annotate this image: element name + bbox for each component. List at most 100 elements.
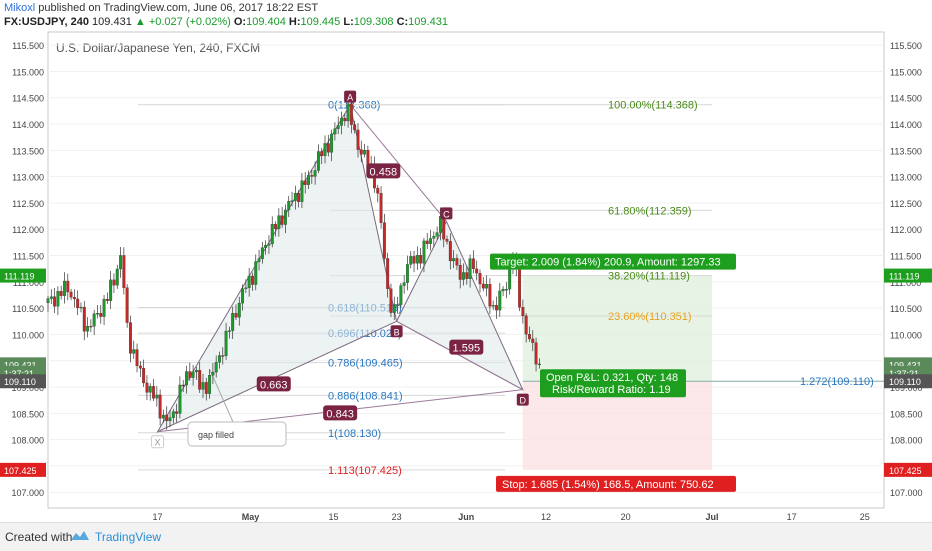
candle-body <box>119 255 122 270</box>
price-tag-right: 109.431 <box>889 360 922 370</box>
candle-body <box>534 342 538 365</box>
candle-body <box>415 255 419 264</box>
y-tick-label-right: 107.000 <box>890 488 923 498</box>
x-tick-label: Jul <box>705 512 718 522</box>
candle-body <box>165 414 169 422</box>
tradingview-brand[interactable]: TradingView <box>95 530 162 544</box>
candle-body <box>402 282 406 286</box>
y-tick-label-left: 112.000 <box>12 225 44 235</box>
candle-body <box>379 193 383 223</box>
last-price: 109.431 <box>92 16 132 28</box>
y-tick-label-left: 108.500 <box>11 409 44 419</box>
candle-body <box>270 223 274 245</box>
candle-body <box>386 258 390 289</box>
y-tick-label-right: 114.000 <box>890 120 922 130</box>
candle-body <box>138 365 142 369</box>
up-arrow-icon: ▲ <box>134 16 146 28</box>
fib-label-right: 61.80%(112.359) <box>608 205 692 217</box>
x-tick-label: 17 <box>787 512 797 522</box>
candle-body <box>409 256 413 265</box>
candle-body <box>455 258 459 266</box>
high-value: 109.445 <box>300 16 341 28</box>
candle-body <box>69 291 73 298</box>
price-chart[interactable]: U.S. Dollar/Japanese Yen, 240, FXCM 0(11… <box>0 30 932 522</box>
candle-body <box>198 370 202 390</box>
candle-body <box>188 371 192 378</box>
candle-body <box>92 313 96 327</box>
candle-body <box>501 289 505 292</box>
y-axis: 115.500 115.500 115.000 115.000 114.500 114.5… <box>0 41 932 498</box>
candle-body <box>211 371 215 376</box>
y-tick-label-right: 110.000 <box>890 330 922 340</box>
candle-body <box>475 268 479 274</box>
low-label: L: <box>343 16 354 28</box>
candle-body <box>171 411 175 418</box>
x-tick-label: 17 <box>153 512 163 522</box>
candle-body <box>422 240 426 264</box>
y-tick-label-right: 110.500 <box>890 304 922 314</box>
author-link[interactable]: Mikoxl <box>4 2 36 14</box>
fib-ext-label: 1.272(109.110) <box>800 376 874 388</box>
candle-body <box>267 243 271 246</box>
candle-body <box>72 297 76 300</box>
price-tag-left-bg <box>0 268 46 283</box>
candle-body <box>221 355 225 357</box>
candle-body <box>353 124 357 131</box>
candle-body <box>102 298 106 317</box>
fibonacci-layer: 0(114.368)0.618(110.513)0.696(110.026)0.… <box>138 100 874 477</box>
candle-body <box>478 272 482 285</box>
candle-body <box>89 325 93 328</box>
ratio-badge <box>323 405 358 421</box>
candle-body <box>82 306 86 332</box>
candle-body <box>468 258 472 279</box>
high-label: H: <box>288 16 301 28</box>
candle-body <box>63 280 66 296</box>
candle-body <box>316 151 320 171</box>
candle-body <box>508 267 512 290</box>
price-tag-left: 111.119 <box>4 272 35 282</box>
pattern-point-X: X <box>155 438 161 448</box>
price-tag-left: 1:37:21 <box>4 369 34 379</box>
candle-body <box>277 215 281 229</box>
candle-body <box>462 272 465 280</box>
y-tick-label-right: 113.000 <box>890 173 922 183</box>
y-tick-label-left: 108.000 <box>11 436 44 446</box>
candle-body <box>254 261 258 285</box>
rr-label: Risk/Reward Ratio: 1.19 <box>552 384 671 396</box>
candle-body <box>406 264 409 283</box>
candle-body <box>435 232 439 237</box>
y-tick-label-right: 115.500 <box>890 41 922 51</box>
price-tag-left: 107.425 <box>4 466 37 476</box>
candle-body <box>287 201 291 211</box>
x-tick-label: 23 <box>392 512 402 522</box>
y-tick-label-right: 108.500 <box>890 409 923 419</box>
candle-body <box>257 258 261 262</box>
x-tick-label: 25 <box>860 512 870 522</box>
candle-body <box>382 222 386 259</box>
candle-body <box>340 117 343 126</box>
y-tick-label-right: 112.000 <box>890 225 922 235</box>
candle-body <box>326 143 330 153</box>
fib-label-left: 0(114.368) <box>328 100 380 112</box>
candle-body <box>96 313 99 315</box>
candle-body <box>366 149 370 166</box>
pattern-point-badge <box>516 393 529 406</box>
candle-body <box>208 375 212 394</box>
candle-body <box>336 125 340 129</box>
y-tick-label-left: 114.000 <box>12 120 44 130</box>
candle-body <box>76 298 80 309</box>
x-axis: 17 May 15 23 Jun 12 20 Jul 17 25 <box>153 512 870 522</box>
ratio-badge <box>256 376 291 392</box>
change-value: +0.027 (+0.02%) <box>148 16 231 28</box>
ratio-label: 1.595 <box>453 343 481 355</box>
candles-layer <box>46 95 541 430</box>
fib-label-left: 1.113(107.425) <box>328 465 402 477</box>
y-tick-label-right: 113.500 <box>890 146 922 156</box>
created-with-text: Created with <box>5 530 73 544</box>
candle-body <box>323 143 327 156</box>
candle-body <box>264 245 268 248</box>
candle-body <box>280 215 284 225</box>
candle-body <box>471 258 475 269</box>
candle-body <box>349 103 353 125</box>
gap-callout-line <box>209 369 234 423</box>
